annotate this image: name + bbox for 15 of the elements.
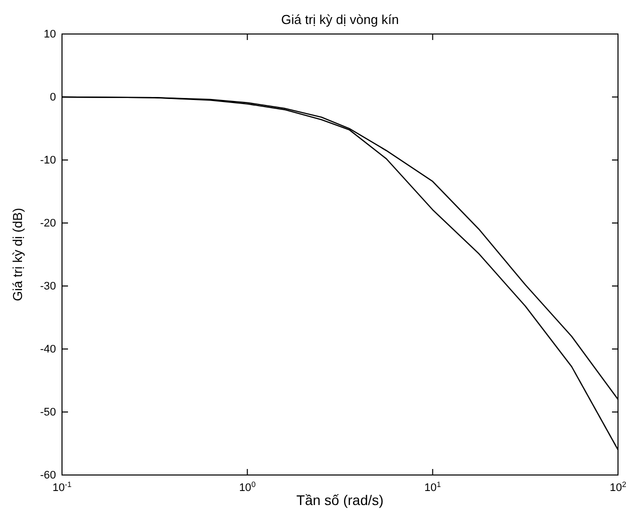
y-tick-label: -20 — [40, 218, 56, 230]
chart-title: Giá trị kỳ dị vòng kín — [281, 12, 399, 27]
x-tick-label: 10$^{2}$ — [610, 479, 626, 494]
y-tick-label: -50 — [40, 406, 56, 419]
y-tick-label: -60 — [40, 470, 56, 482]
y-tick-label: -10 — [40, 154, 56, 167]
y-tick-label: -40 — [40, 344, 56, 356]
x-tick-label: 10$^{-1}$ — [52, 479, 72, 494]
x-tick-label: 10$^{0}$ — [239, 479, 256, 494]
x-tick-label: 10$^{1}$ — [424, 479, 441, 494]
y-axis-title: Giá trị kỳ dị (dB) — [10, 208, 25, 302]
x-axis-title: Tần số (rad/s) — [296, 492, 384, 508]
y-tick-label: 10 — [44, 28, 56, 41]
y-tick-label: -30 — [40, 280, 56, 293]
y-tick-label: 0 — [50, 92, 56, 104]
